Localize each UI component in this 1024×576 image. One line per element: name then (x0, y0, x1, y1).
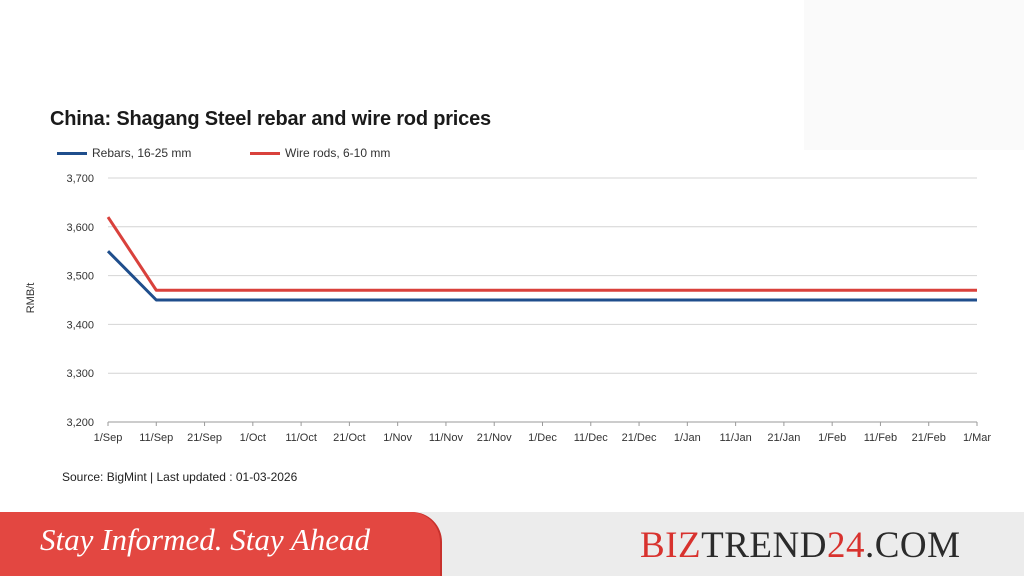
legend-item-wire-rods: Wire rods, 6-10 mm (250, 146, 390, 160)
x-tick-label: 11/Nov (429, 432, 464, 444)
y-tick-label: 3,200 (66, 417, 94, 429)
legend-item-rebars: Rebars, 16-25 mm (57, 146, 191, 160)
x-tick-label: 1/Jan (674, 432, 701, 444)
line-chart: 3,200 3,300 3,400 3,500 3,600 3,700 1/Sep 11/S… (25, 173, 991, 444)
x-tick-label: 21/Feb (912, 432, 946, 444)
brand-logo-part: BIZ (640, 525, 702, 566)
x-tick-label: 21/Oct (333, 432, 365, 444)
x-tick-label: 11/Feb (864, 432, 897, 444)
tagline-text: Stay Informed. Stay Ahead (40, 522, 371, 557)
legend-label-wire-rods: Wire rods, 6-10 mm (285, 146, 391, 160)
x-tick-label: 21/Dec (622, 432, 657, 444)
y-tick-label: 3,400 (66, 319, 94, 331)
x-tick-label: 11/Sep (139, 432, 173, 444)
x-tick-label: 1/Sep (94, 432, 123, 444)
x-tick-label: 1/Dec (528, 432, 557, 444)
x-tick-label: 1/Nov (383, 432, 412, 444)
x-tick-label: 1/Feb (818, 432, 846, 444)
legend-label-rebars: Rebars, 16-25 mm (92, 146, 192, 160)
corner-shade (804, 0, 1024, 150)
x-tick-label: 21/Sep (187, 432, 222, 444)
y-tick-label: 3,500 (66, 271, 94, 283)
brand-logo-part: 24 (826, 525, 865, 566)
y-tick-label: 3,700 (66, 173, 94, 185)
footer-banner: Stay Informed. Stay Ahead BIZTREND24.COM (0, 512, 1024, 576)
legend-swatch-wire-rods (250, 151, 280, 155)
y-axis: 3,200 3,300 3,400 3,500 3,600 3,700 (66, 173, 94, 429)
x-tick-label: 11/Dec (574, 432, 609, 444)
x-tick-label: 11/Jan (720, 432, 752, 444)
y-axis-label: RMB/t (25, 283, 37, 314)
x-tick-label: 1/Oct (240, 432, 266, 444)
series-lines (106, 216, 977, 302)
x-tick-label: 21/Nov (477, 432, 512, 444)
x-tick-label: 21/Jan (767, 432, 800, 444)
chart-title: China: Shagang Steel rebar and wire rod … (50, 108, 491, 130)
x-axis: 1/Sep 11/Sep 21/Sep 1/Oct 11/Oct 21/Oct 1/Nov 1… (94, 422, 991, 444)
brand-logo-part: .COM (864, 525, 961, 566)
brand-logo: BIZTREND24.COM (640, 524, 961, 567)
brand-logo-part: TREND (701, 525, 827, 566)
legend-swatch-rebars (57, 151, 87, 155)
x-tick-label: 1/Mar (963, 432, 991, 444)
x-tick-label: 11/Oct (285, 432, 317, 444)
y-tick-label: 3,600 (66, 222, 94, 234)
y-tick-label: 3,300 (66, 368, 94, 380)
source-note: Source: BigMint | Last updated : 01-03-2… (62, 470, 298, 484)
tagline-panel: Stay Informed. Stay Ahead (0, 512, 440, 576)
series-line-rebars (106, 250, 977, 302)
series-line-wire-rods (106, 216, 977, 292)
